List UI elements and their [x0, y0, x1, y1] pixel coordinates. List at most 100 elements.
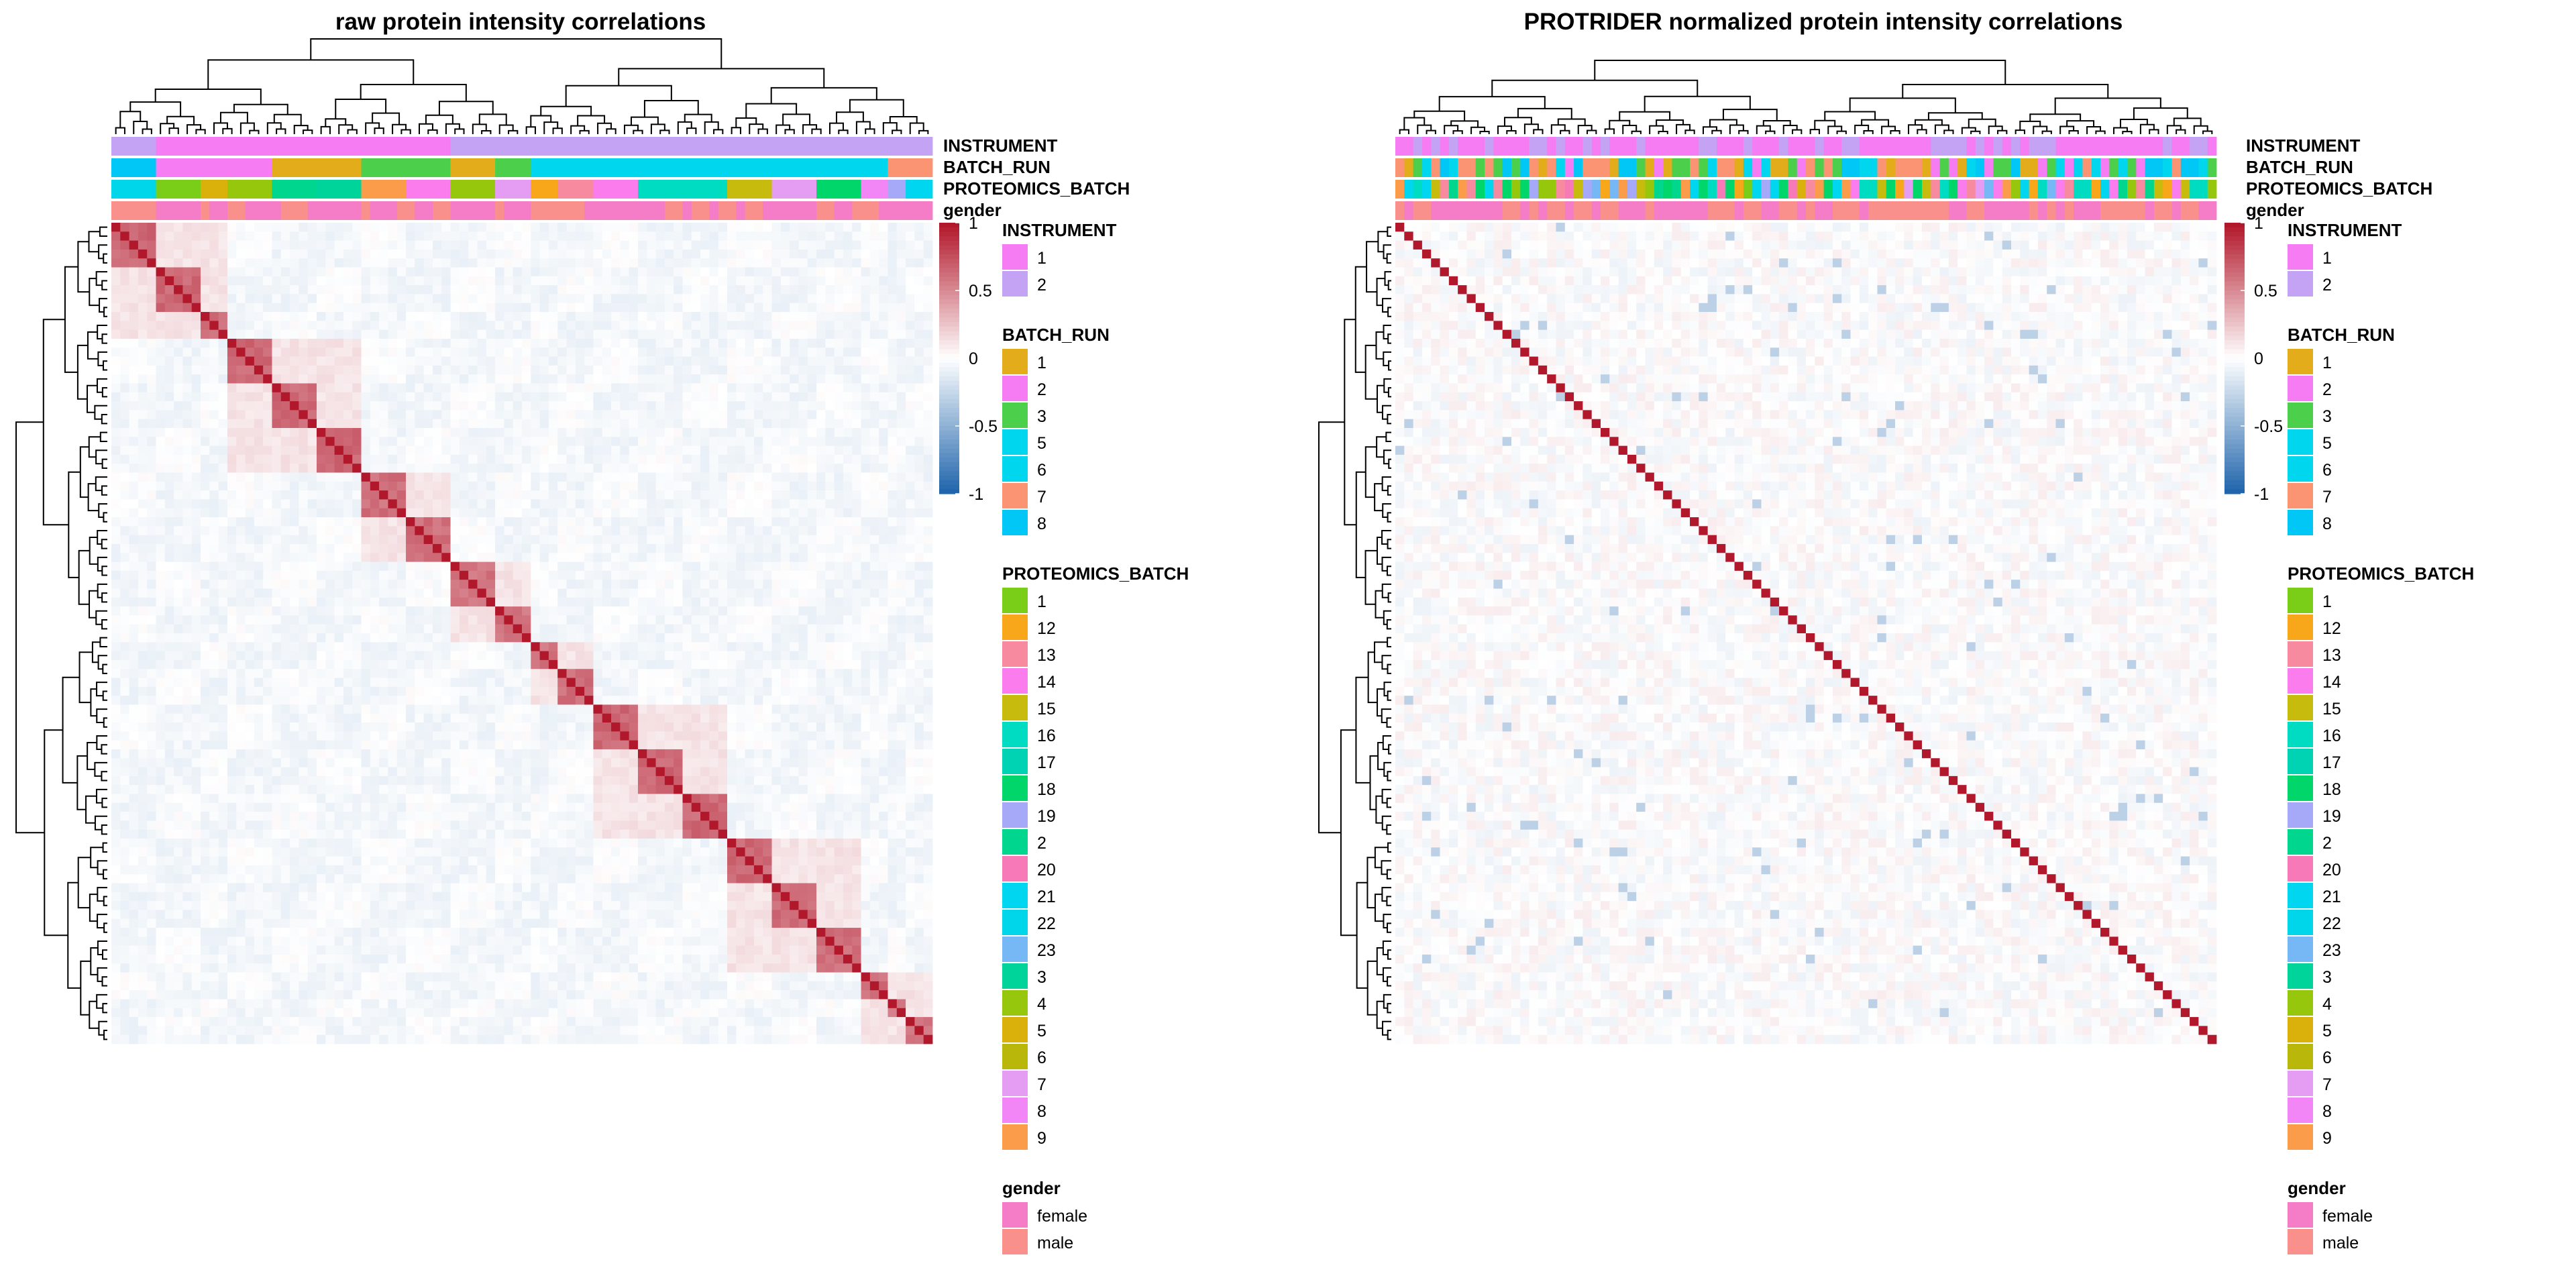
heatmap-cell — [869, 276, 879, 286]
heatmap-cell — [406, 642, 415, 651]
heatmap-cell — [263, 294, 272, 304]
heatmap-cell — [611, 437, 621, 446]
heatmap-cell — [263, 490, 272, 500]
heatmap-cell — [914, 338, 924, 348]
heatmap-cell — [495, 303, 504, 313]
heatmap-cell — [280, 597, 290, 607]
heatmap-cell — [798, 392, 808, 402]
heatmap-cell — [325, 410, 335, 420]
heatmap-cell — [227, 535, 237, 545]
heatmap-cell — [299, 553, 309, 562]
dendrogram-branch — [892, 129, 902, 134]
heatmap-cell — [477, 499, 487, 509]
heatmap-cell — [441, 553, 451, 562]
heatmap-cell — [495, 481, 504, 491]
heatmap-cell — [620, 223, 630, 232]
heatmap-cell — [575, 553, 585, 562]
heatmap-cell — [450, 437, 460, 446]
annotation-cell-instrument — [522, 137, 531, 156]
heatmap-cell — [486, 267, 496, 277]
heatmap-cell — [655, 258, 665, 268]
heatmap-cell — [602, 356, 612, 366]
heatmap-cell — [459, 419, 469, 429]
dendrogram-branch — [320, 125, 331, 134]
heatmap-cell — [263, 464, 272, 473]
heatmap-cell — [218, 615, 228, 625]
annotation-cell-proteomics-batch — [807, 180, 817, 199]
heatmap-cell — [647, 329, 656, 339]
annotation-cell-proteomics-batch — [174, 180, 183, 199]
heatmap-cell — [584, 499, 594, 509]
heatmap-cell — [852, 347, 861, 357]
heatmap-cell — [423, 303, 433, 313]
heatmap-cell — [415, 597, 425, 607]
heatmap-cell — [495, 410, 504, 420]
heatmap-cell — [531, 597, 540, 607]
heatmap-cell — [423, 285, 433, 294]
heatmap-cell — [209, 374, 219, 384]
heatmap-cell — [753, 535, 763, 545]
heatmap-cell — [415, 312, 425, 321]
heatmap-cell — [164, 419, 174, 429]
heatmap-cell — [548, 588, 558, 598]
heatmap-cell — [495, 240, 504, 250]
heatmap-cell — [388, 347, 398, 357]
heatmap-cell — [798, 223, 808, 232]
heatmap-cell — [299, 472, 309, 482]
heatmap-cell — [825, 615, 835, 625]
heatmap-cell — [825, 570, 835, 580]
heatmap-cell — [182, 294, 193, 304]
heatmap-cell — [709, 312, 719, 321]
heatmap-cell — [388, 383, 398, 393]
heatmap-cell — [593, 294, 603, 304]
heatmap-cell — [352, 365, 362, 375]
heatmap-cell — [182, 347, 193, 357]
annotation-cell-batch-run — [504, 158, 514, 177]
heatmap-cell — [209, 642, 219, 651]
heatmap-cell — [111, 365, 121, 375]
heatmap-cell — [861, 338, 871, 348]
annotation-cell-proteomics-batch — [923, 180, 933, 199]
annotation-cell-batch-run — [495, 158, 504, 177]
heatmap-cell — [370, 401, 380, 411]
heatmap-cell — [557, 419, 567, 429]
heatmap-cell — [674, 329, 683, 339]
heatmap-cell — [691, 392, 701, 402]
heatmap-cell — [450, 276, 460, 286]
heatmap-cell — [611, 401, 621, 411]
heatmap-cell — [459, 580, 469, 589]
heatmap-cell — [655, 606, 665, 616]
heatmap-cell — [379, 543, 388, 553]
heatmap-cell — [174, 285, 183, 294]
heatmap-cell — [539, 410, 549, 420]
heatmap-cell — [834, 508, 844, 518]
annotation-cell-proteomics-batch — [664, 180, 674, 199]
heatmap-cell — [477, 454, 487, 464]
heatmap-cell — [182, 481, 193, 491]
heatmap-cell — [682, 303, 692, 313]
heatmap-cell — [602, 321, 612, 331]
heatmap-cell — [682, 624, 692, 634]
heatmap-cell — [236, 472, 246, 482]
heatmap-cell — [343, 347, 353, 357]
heatmap-cell — [834, 490, 844, 500]
heatmap-cell — [504, 356, 514, 366]
heatmap-cell — [771, 580, 782, 589]
heatmap-cell — [218, 419, 228, 429]
heatmap-cell — [531, 580, 540, 589]
heatmap-cell — [834, 543, 844, 553]
heatmap-cell — [753, 570, 763, 580]
heatmap-cell — [317, 543, 326, 553]
heatmap-cell — [753, 338, 763, 348]
heatmap-cell — [914, 606, 924, 616]
heatmap-cell — [495, 633, 504, 643]
heatmap-cell — [798, 428, 808, 437]
heatmap-cell — [218, 464, 228, 473]
heatmap-cell — [906, 365, 915, 375]
heatmap-cell — [477, 535, 487, 545]
heatmap-cell — [174, 588, 183, 598]
annotation-cell-gender — [637, 201, 647, 220]
heatmap-cell — [325, 303, 335, 313]
heatmap-cell — [879, 419, 888, 429]
heatmap-cell — [477, 321, 487, 331]
